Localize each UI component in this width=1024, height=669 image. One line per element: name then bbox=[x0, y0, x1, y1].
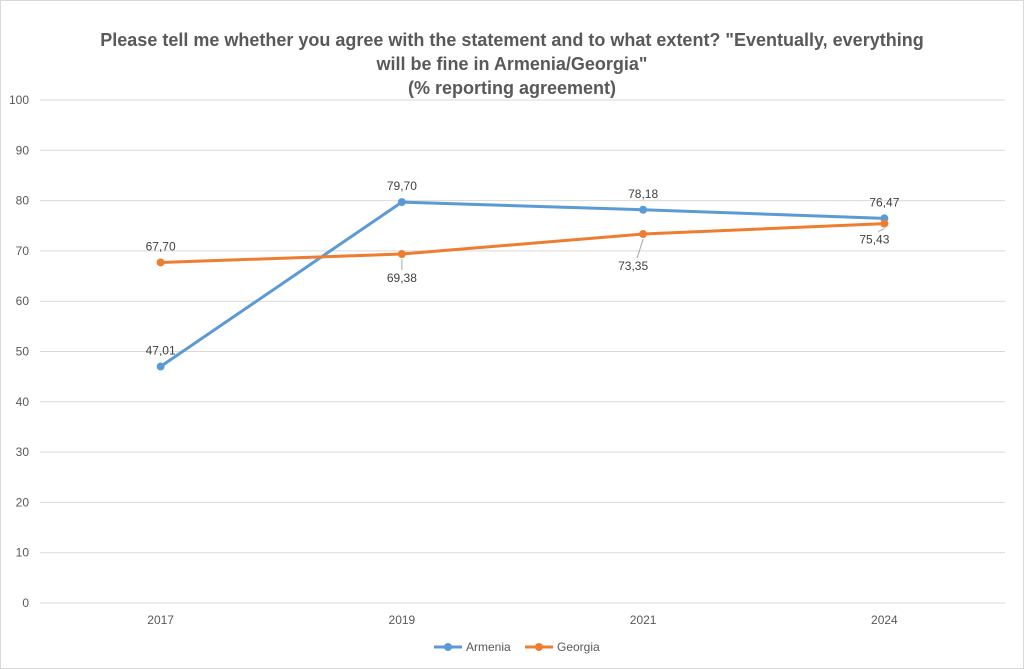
y-tick-label: 90 bbox=[16, 143, 30, 157]
y-tick-label: 80 bbox=[16, 194, 30, 208]
data-label-georgia: 75,43 bbox=[859, 233, 889, 247]
chart-title: Please tell me whether you agree with th… bbox=[60, 28, 964, 100]
x-tick-label: 2024 bbox=[871, 613, 898, 627]
y-tick-label: 30 bbox=[16, 445, 30, 459]
series-line-armenia bbox=[159, 200, 886, 369]
data-label-armenia: 78,18 bbox=[628, 187, 658, 201]
legend-label-armenia: Armenia bbox=[466, 640, 511, 654]
data-point-armenia bbox=[639, 205, 648, 214]
data-point-armenia bbox=[156, 362, 165, 371]
data-point-georgia bbox=[156, 258, 165, 267]
data-label-armenia: 47,01 bbox=[146, 344, 176, 358]
y-tick-label: 100 bbox=[9, 93, 29, 107]
data-label-georgia: 69,38 bbox=[387, 271, 417, 285]
y-tick-label: 10 bbox=[16, 546, 30, 560]
data-point-georgia bbox=[397, 250, 406, 259]
data-label-georgia: 67,70 bbox=[146, 239, 176, 253]
chart-title-line-1: Please tell me whether you agree with th… bbox=[100, 30, 924, 50]
x-tick-label: 2021 bbox=[630, 613, 657, 627]
y-tick-label: 70 bbox=[16, 244, 30, 258]
y-tick-label: 60 bbox=[16, 294, 30, 308]
legend-label-georgia: Georgia bbox=[557, 640, 600, 654]
data-label-leader bbox=[878, 228, 885, 233]
data-point-georgia bbox=[880, 219, 889, 228]
data-label-leader bbox=[636, 238, 644, 259]
y-tick-label: 40 bbox=[16, 395, 30, 409]
data-point-armenia bbox=[397, 198, 406, 207]
x-tick-label: 2019 bbox=[389, 613, 416, 627]
y-tick-label: 20 bbox=[16, 495, 30, 509]
x-tick-label: 2017 bbox=[147, 613, 174, 627]
series-line-georgia bbox=[159, 222, 886, 264]
data-label-armenia: 79,70 bbox=[387, 179, 417, 193]
legend-marker-armenia bbox=[444, 643, 452, 651]
legend-marker-georgia bbox=[535, 643, 543, 651]
data-label-georgia: 73,35 bbox=[618, 259, 648, 273]
chart-title-line-2: will be fine in Armenia/Georgia" bbox=[376, 54, 648, 74]
data-label-armenia: 76,47 bbox=[869, 195, 899, 209]
y-tick-label: 50 bbox=[16, 345, 30, 359]
data-point-georgia bbox=[639, 230, 648, 239]
y-tick-label: 0 bbox=[22, 596, 29, 610]
chart-title-line-3: (% reporting agreement) bbox=[407, 78, 617, 98]
